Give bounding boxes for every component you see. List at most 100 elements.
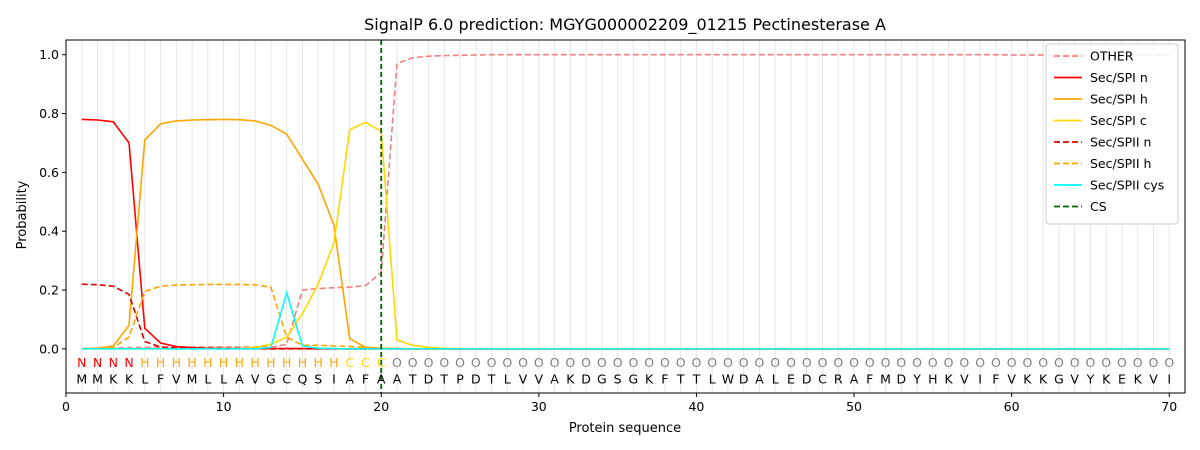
- region-label: O: [565, 355, 575, 370]
- region-label: H: [298, 355, 307, 370]
- residue-label: A: [345, 371, 354, 386]
- residue-label: D: [424, 371, 434, 386]
- x-tick-label: 60: [1004, 399, 1020, 414]
- x-tick-label: 70: [1161, 399, 1177, 414]
- residue-label: L: [220, 371, 227, 386]
- legend-label: Sec/SPI c: [1090, 113, 1147, 128]
- region-label: O: [1164, 355, 1174, 370]
- region-label: O: [1086, 355, 1096, 370]
- region-label: O: [739, 355, 749, 370]
- residue-label: F: [362, 371, 369, 386]
- residue-label: G: [266, 371, 276, 386]
- region-label: H: [219, 355, 228, 370]
- region-label: O: [692, 355, 702, 370]
- legend-label: Sec/SPII n: [1090, 135, 1151, 150]
- residue-label: F: [661, 371, 668, 386]
- x-tick-label: 50: [846, 399, 862, 414]
- region-label: O: [912, 355, 922, 370]
- region-label: O: [550, 355, 560, 370]
- residue-label: K: [125, 371, 134, 386]
- region-label: O: [613, 355, 623, 370]
- region-label: O: [392, 355, 402, 370]
- region-label: O: [644, 355, 654, 370]
- residue-label: Y: [1086, 371, 1095, 386]
- y-tick-label: 0.0: [39, 341, 59, 356]
- residue-label: D: [739, 371, 749, 386]
- region-label: O: [991, 355, 1001, 370]
- residue-label: K: [1039, 371, 1048, 386]
- residue-label: I: [978, 371, 982, 386]
- residue-label: V: [172, 371, 181, 386]
- residue-label: A: [393, 371, 402, 386]
- residue-label: V: [1149, 371, 1158, 386]
- residue-label: G: [629, 371, 639, 386]
- region-label: O: [786, 355, 796, 370]
- residue-label: Y: [912, 371, 921, 386]
- y-tick-label: 0.2: [39, 283, 59, 298]
- region-label: O: [424, 355, 434, 370]
- legend-label: Sec/SPI n: [1090, 70, 1148, 85]
- residue-label: G: [597, 371, 607, 386]
- residue-label: T: [676, 371, 685, 386]
- region-label: O: [959, 355, 969, 370]
- series-line-sec-spii-cys: [81, 290, 1170, 350]
- residue-label: I: [1167, 371, 1171, 386]
- residue-label: K: [1134, 371, 1143, 386]
- y-tick-label: 1.0: [39, 47, 59, 62]
- residue-label: F: [157, 371, 164, 386]
- residue-label: L: [204, 371, 211, 386]
- residue-label: K: [109, 371, 118, 386]
- region-label: O: [1022, 355, 1032, 370]
- series-line-other: [81, 53, 1170, 350]
- residue-label: G: [1054, 371, 1064, 386]
- residue-label: W: [722, 371, 734, 386]
- residue-label: K: [944, 371, 953, 386]
- region-label: O: [755, 355, 765, 370]
- residue-label: K: [645, 371, 654, 386]
- x-tick-label: 30: [531, 399, 547, 414]
- region-label: C: [377, 355, 386, 370]
- region-label: O: [944, 355, 954, 370]
- y-tick-label: 0.4: [39, 224, 59, 239]
- residue-label: S: [314, 371, 322, 386]
- region-label: H: [156, 355, 165, 370]
- region-label: N: [93, 355, 102, 370]
- region-label: O: [723, 355, 733, 370]
- residue-label: I: [332, 371, 336, 386]
- region-label: O: [833, 355, 843, 370]
- region-label: O: [896, 355, 906, 370]
- region-label: O: [597, 355, 607, 370]
- region-label: O: [1070, 355, 1080, 370]
- region-label: H: [313, 355, 322, 370]
- region-label: O: [849, 355, 859, 370]
- region-label: O: [975, 355, 985, 370]
- region-label: O: [881, 355, 891, 370]
- region-label: O: [518, 355, 528, 370]
- residue-label: V: [535, 371, 544, 386]
- residue-label: V: [1070, 371, 1079, 386]
- sequence-labels: NMNMNKNKHLHFHVHMHLHLHAHVHGHCHQHSHICACFCA…: [76, 355, 1174, 386]
- region-label: O: [487, 355, 497, 370]
- residue-label: C: [282, 371, 291, 386]
- residue-label: M: [187, 371, 198, 386]
- residue-label: L: [141, 371, 148, 386]
- residue-label: A: [850, 371, 859, 386]
- residue-label: A: [755, 371, 764, 386]
- chart-title: SignalP 6.0 prediction: MGYG000002209_01…: [364, 15, 886, 35]
- y-tick-label: 0.8: [39, 106, 59, 121]
- residue-label: F: [992, 371, 999, 386]
- region-label: O: [865, 355, 875, 370]
- region-label: O: [928, 355, 938, 370]
- residue-label: M: [92, 371, 103, 386]
- region-label: H: [235, 355, 244, 370]
- residue-label: F: [866, 371, 873, 386]
- residue-label: V: [519, 371, 528, 386]
- residue-label: E: [787, 371, 795, 386]
- region-label: O: [1038, 355, 1048, 370]
- residue-label: R: [834, 371, 843, 386]
- residue-label: P: [456, 371, 464, 386]
- residue-label: A: [550, 371, 559, 386]
- region-label: O: [676, 355, 686, 370]
- series-layer: [81, 40, 1170, 393]
- plot-frame: [65, 39, 1186, 394]
